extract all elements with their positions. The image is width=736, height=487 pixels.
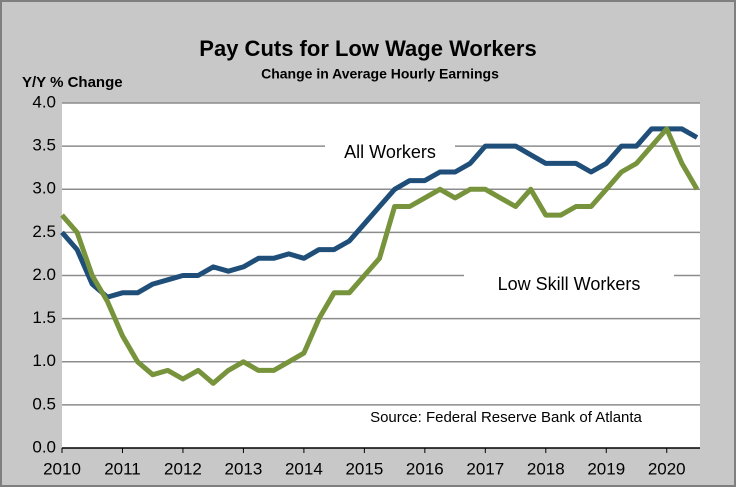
y-tick-label: 0.0 xyxy=(32,437,56,456)
y-tick-label: 2.5 xyxy=(32,222,56,241)
y-tick-label: 3.0 xyxy=(32,179,56,198)
y-axis-label: Y/Y % Change xyxy=(22,74,123,91)
annotation: Source: Federal Reserve Bank of Atlanta xyxy=(370,409,642,426)
x-tick-label: 2013 xyxy=(225,459,263,478)
annotation: All Workers xyxy=(344,142,436,162)
x-tick-label: 2014 xyxy=(285,459,323,478)
x-tick-label: 2019 xyxy=(587,459,625,478)
annotation: Low Skill Workers xyxy=(498,274,641,294)
label-background xyxy=(331,406,681,430)
series-line xyxy=(60,126,699,300)
x-tick-label: 2015 xyxy=(345,459,383,478)
y-tick-label: 1.0 xyxy=(32,351,56,370)
y-tick-label: 2.0 xyxy=(32,265,56,284)
y-tick-label: 4.0 xyxy=(32,92,56,111)
y-tick-label: 0.5 xyxy=(32,394,56,413)
x-tick-label: 2017 xyxy=(466,459,504,478)
x-tick-label: 2018 xyxy=(527,459,565,478)
label-background xyxy=(464,273,674,297)
chart-title: Pay Cuts for Low Wage Workers xyxy=(199,36,536,61)
chart-subtitle: Change in Average Hourly Earnings xyxy=(261,66,499,82)
series-line xyxy=(60,126,700,386)
y-tick-label: 3.5 xyxy=(32,136,56,155)
x-tick-label: 2011 xyxy=(104,459,141,478)
x-tick-label: 2020 xyxy=(648,459,686,478)
x-tick-label: 2016 xyxy=(406,459,444,478)
y-tick-label: 1.5 xyxy=(32,308,56,327)
x-tick-label: 2010 xyxy=(43,459,81,478)
label-background xyxy=(325,141,455,165)
x-tick-label: 2012 xyxy=(164,459,202,478)
